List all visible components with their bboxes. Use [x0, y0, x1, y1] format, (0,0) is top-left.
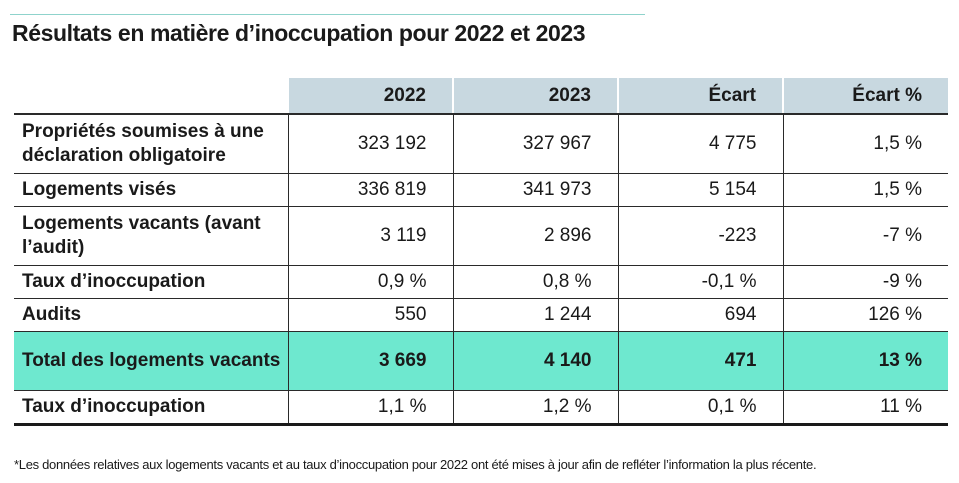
table-row: Logements visés 336 819 341 973 5 154 1,…: [14, 173, 948, 207]
cell-ecart-pct: 1,5 %: [782, 173, 948, 207]
table-row: Propriétés soumises à une déclaration ob…: [14, 114, 948, 174]
header-blank-cell: [14, 78, 288, 115]
cell-2023: 0,8 %: [452, 265, 618, 299]
cell-ecart-pct: 13 %: [782, 331, 948, 391]
table-row: Taux d’inoccupation 0,9 % 0,8 % -0,1 % -…: [14, 265, 948, 299]
cell-2023: 341 973: [452, 173, 618, 207]
cell-2023: 327 967: [452, 114, 618, 174]
cell-2023: 1 244: [452, 298, 618, 332]
table-header-row: 2022 2023 Écart Écart %: [14, 78, 948, 115]
page-title: Résultats en matière d’inoccupation pour…: [12, 20, 586, 46]
cell-ecart-pct: 126 %: [782, 298, 948, 332]
cell-2022: 0,9 %: [287, 265, 453, 299]
row-label: Logements visés: [14, 173, 288, 207]
cell-ecart: 0,1 %: [617, 390, 783, 426]
title-top-rule: [10, 14, 645, 15]
cell-ecart: 694: [617, 298, 783, 332]
header-2022: 2022: [287, 78, 453, 115]
cell-2022: 336 819: [287, 173, 453, 207]
table-row: Taux d’inoccupation 1,1 % 1,2 % 0,1 % 11…: [14, 390, 948, 426]
cell-2022: 3 119: [287, 206, 453, 266]
cell-2023: 1,2 %: [452, 390, 618, 426]
cell-2022: 323 192: [287, 114, 453, 174]
row-label: Propriétés soumises à une déclaration ob…: [14, 114, 288, 174]
header-ecart: Écart: [617, 78, 783, 115]
table-row: Audits 550 1 244 694 126 %: [14, 298, 948, 332]
cell-2023: 4 140: [452, 331, 618, 391]
row-label: Taux d’inoccupation: [14, 390, 288, 426]
header-ecart-pct: Écart %: [782, 78, 948, 115]
row-label: Audits: [14, 298, 288, 332]
table-row: Logements vacants (avant l’audit) 3 119 …: [14, 206, 948, 266]
cell-ecart: 4 775: [617, 114, 783, 174]
cell-ecart: -0,1 %: [617, 265, 783, 299]
cell-ecart-pct: 11 %: [782, 390, 948, 426]
cell-ecart: 471: [617, 331, 783, 391]
results-table: 2022 2023 Écart Écart % Propriétés soumi…: [14, 78, 948, 426]
table-row-total: Total des logements vacants 3 669 4 140 …: [14, 331, 948, 391]
footnote: *Les données relatives aux logements vac…: [14, 457, 817, 472]
cell-ecart-pct: -9 %: [782, 265, 948, 299]
cell-ecart-pct: -7 %: [782, 206, 948, 266]
cell-ecart-pct: 1,5 %: [782, 114, 948, 174]
header-2023: 2023: [452, 78, 618, 115]
cell-2022: 1,1 %: [287, 390, 453, 426]
cell-ecart: -223: [617, 206, 783, 266]
cell-2022: 550: [287, 298, 453, 332]
row-label: Taux d’inoccupation: [14, 265, 288, 299]
cell-2022: 3 669: [287, 331, 453, 391]
row-label: Logements vacants (avant l’audit): [14, 206, 288, 266]
row-label: Total des logements vacants: [14, 331, 288, 391]
cell-ecart: 5 154: [617, 173, 783, 207]
cell-2023: 2 896: [452, 206, 618, 266]
